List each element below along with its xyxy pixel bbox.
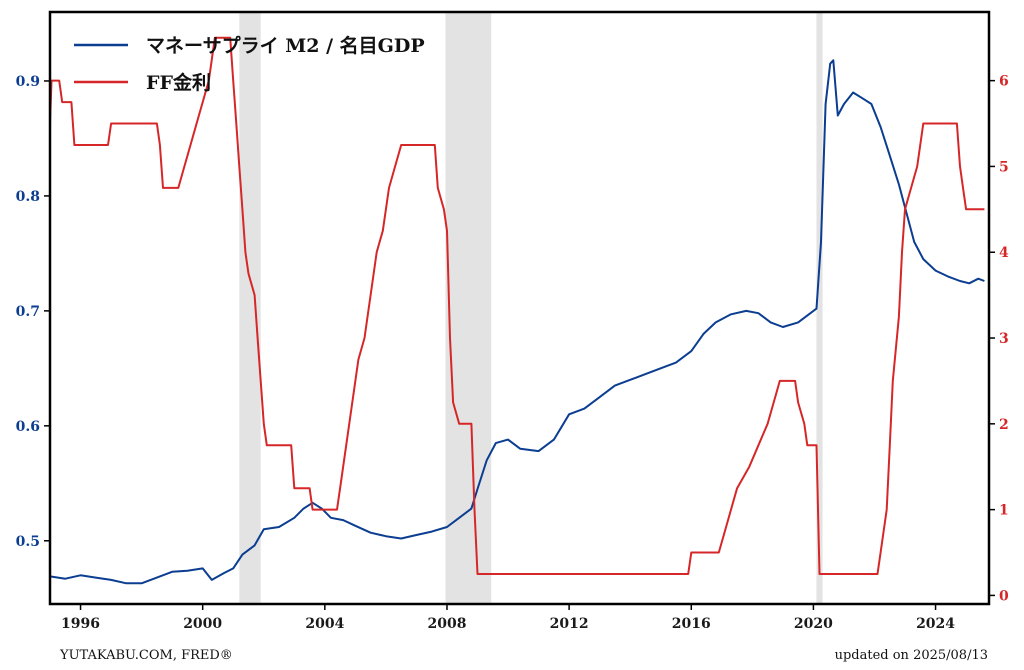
right-tick-label: 5 xyxy=(999,159,1009,175)
left-tick-label: 0.6 xyxy=(16,419,40,435)
x-tick-label: 2008 xyxy=(427,616,466,632)
right-tick-label: 4 xyxy=(999,245,1009,261)
x-tick-label: 2016 xyxy=(672,616,711,632)
recession-band-2 xyxy=(445,12,492,604)
left-y-axis: 0.5 0.6 0.7 0.8 0.9 xyxy=(16,74,50,550)
legend: マネーサプライ M2 / 名目GDP FF金利 xyxy=(74,34,425,94)
series-line-ff-rate xyxy=(49,36,985,575)
x-tick-label: 2004 xyxy=(305,616,344,632)
recession-shading xyxy=(239,12,823,604)
x-tick-label: 1996 xyxy=(61,616,100,632)
plot-frame xyxy=(48,10,991,606)
series-lines xyxy=(49,36,985,585)
left-tick-label: 0.7 xyxy=(16,304,40,320)
right-y-axis: 0 1 2 3 4 5 6 xyxy=(989,74,1009,604)
series-line-m2-gdp xyxy=(49,59,985,585)
x-tick-label: 2024 xyxy=(916,616,955,632)
x-tick-label: 2020 xyxy=(794,616,833,632)
left-tick-label: 0.9 xyxy=(16,74,40,90)
x-axis: 1996 2000 2004 2008 2012 2016 2020 2024 xyxy=(61,604,955,632)
right-tick-label: 2 xyxy=(999,417,1009,433)
recession-band-1 xyxy=(239,12,261,604)
footer-updated: updated on 2025/08/13 xyxy=(835,648,988,663)
right-tick-label: 6 xyxy=(999,74,1009,90)
left-tick-label: 0.8 xyxy=(16,189,40,205)
legend-label-ff-rate: FF金利 xyxy=(146,71,211,94)
left-tick-label: 0.5 xyxy=(16,534,40,550)
right-tick-label: 1 xyxy=(999,503,1009,519)
right-tick-label: 0 xyxy=(999,588,1009,604)
footer-source: YUTAKABU.COM, FRED® xyxy=(59,648,233,663)
x-tick-label: 2000 xyxy=(183,616,222,632)
right-tick-label: 3 xyxy=(999,331,1009,347)
x-tick-label: 2012 xyxy=(550,616,589,632)
recession-band-3 xyxy=(816,12,823,604)
legend-label-m2: マネーサプライ M2 / 名目GDP xyxy=(146,34,425,57)
